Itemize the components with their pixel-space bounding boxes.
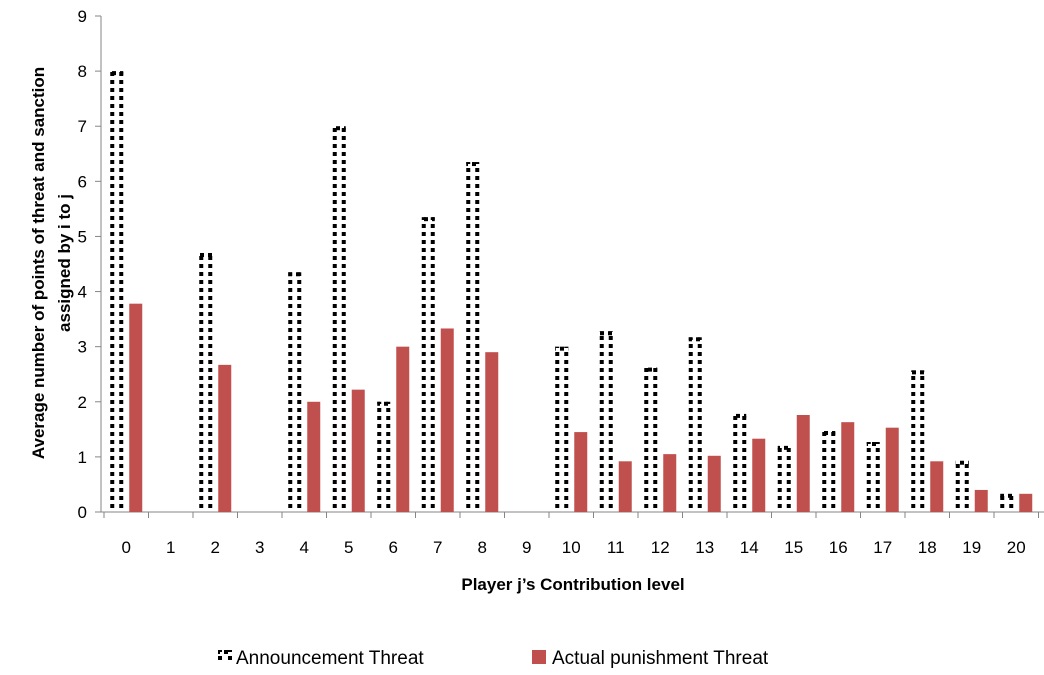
x-tick-label: 1 (166, 538, 175, 557)
bar-actual-punishment-threat (663, 454, 677, 512)
bar-actual-punishment-threat (485, 352, 499, 512)
bar-actual-punishment-threat (707, 455, 721, 512)
bar-announcement-threat (599, 331, 613, 512)
legend-label-announcement-threat: Announcement Threat (236, 648, 424, 669)
bar-announcement-threat (822, 430, 836, 512)
bar-announcement-threat (332, 126, 346, 512)
x-tick-label: 17 (873, 538, 892, 557)
bar-announcement-threat (199, 252, 213, 512)
bar-actual-punishment-threat (752, 438, 766, 512)
bar-announcement-threat (288, 272, 302, 512)
x-tick-label: 6 (389, 538, 398, 557)
x-tick-label: 3 (255, 538, 264, 557)
x-tick-label: 10 (562, 538, 581, 557)
bar-actual-punishment-threat (129, 303, 143, 512)
y-axis-title-line2: assigned by i to j (55, 194, 74, 332)
bar-announcement-threat (1000, 493, 1014, 512)
y-axis-title-line1: Average number of points of threat and s… (29, 67, 48, 459)
x-tick-label: 2 (211, 538, 220, 557)
y-tick-label: 5 (78, 227, 87, 246)
bar-announcement-threat (644, 367, 658, 512)
y-tick-label: 8 (78, 62, 87, 81)
x-axis: 0 1 2 3 4 5 6 7 8 9 10 11 12 13 14 15 16 17 18 19 20 (101, 511, 1044, 557)
x-tick-label: 8 (478, 538, 487, 557)
x-tick-label: 0 (122, 538, 131, 557)
x-tick-label: 12 (651, 538, 670, 557)
y-tick-label: 0 (78, 503, 87, 522)
legend-item-actual-punishment-threat: Actual punishment Threat (532, 648, 769, 669)
x-tick-label: 13 (695, 538, 714, 557)
legend: Announcement Threat Actual punishment Thr… (218, 648, 769, 669)
y-tick-label: 3 (78, 338, 87, 357)
x-tick-label: 16 (829, 538, 848, 557)
bar-actual-punishment-threat (796, 415, 810, 512)
bars (110, 71, 1033, 513)
x-tick-label: 18 (918, 538, 937, 557)
y-tick-label: 2 (78, 393, 87, 412)
bar-actual-punishment-threat (618, 461, 632, 512)
bar-announcement-threat (733, 413, 747, 512)
bar-actual-punishment-threat (974, 489, 988, 512)
x-tick-label: 5 (344, 538, 353, 557)
y-tick-label: 6 (78, 172, 87, 191)
bar-actual-punishment-threat (885, 427, 899, 512)
bar-announcement-threat (955, 460, 969, 512)
y-tick-label: 7 (78, 117, 87, 136)
bar-actual-punishment-threat (218, 364, 232, 512)
bar-announcement-threat (688, 337, 702, 512)
bar-actual-punishment-threat (574, 432, 588, 512)
x-tick-label: 9 (522, 538, 531, 557)
bar-announcement-threat (421, 217, 435, 512)
y-tick-label: 4 (78, 283, 87, 302)
y-tick-label: 1 (78, 448, 87, 467)
x-tick-label: 11 (607, 538, 625, 557)
bar-announcement-threat (911, 370, 925, 512)
x-axis-title: Player j’s Contribution level (461, 575, 684, 594)
x-tick-label: 7 (433, 538, 442, 557)
legend-item-announcement-threat: Announcement Threat (218, 648, 424, 669)
bar-actual-punishment-threat (841, 422, 855, 512)
y-tick-label: 9 (78, 7, 87, 26)
bar-actual-punishment-threat (307, 401, 321, 512)
bar-announcement-threat (110, 71, 124, 512)
x-tick-label: 15 (784, 538, 803, 557)
bar-actual-punishment-threat (930, 461, 944, 512)
legend-label-actual-punishment-threat: Actual punishment Threat (552, 648, 769, 669)
bar-announcement-threat (466, 162, 480, 513)
x-tick-label: 14 (740, 538, 759, 557)
x-tick-label: 4 (300, 538, 309, 557)
y-axis: 0 1 2 3 4 5 6 7 8 9 (78, 7, 102, 522)
bar-announcement-threat (555, 346, 569, 512)
bar-actual-punishment-threat (440, 328, 454, 512)
bar-actual-punishment-threat (351, 389, 365, 512)
bar-announcement-threat (777, 445, 791, 512)
bar-actual-punishment-threat (1019, 493, 1033, 512)
bar-announcement-threat (866, 442, 880, 512)
legend-swatch-actual-punishment-threat (532, 650, 546, 664)
x-tick-label: 20 (1007, 538, 1026, 557)
bar-announcement-threat (377, 401, 391, 512)
bar-actual-punishment-threat (396, 346, 410, 512)
x-tick-label: 19 (962, 538, 981, 557)
